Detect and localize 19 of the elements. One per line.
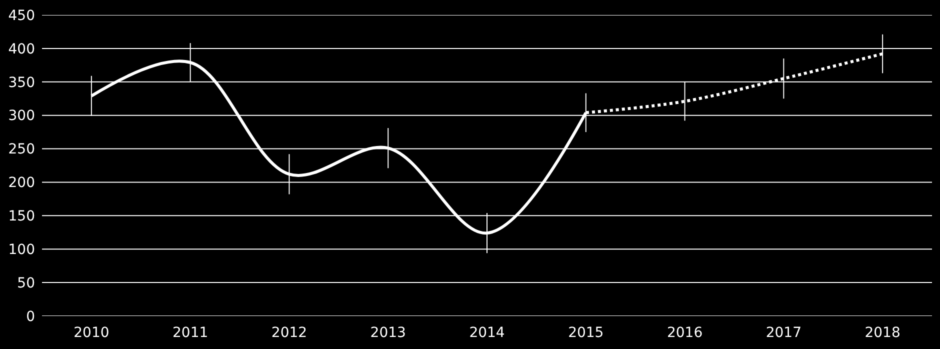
y-tick-label: 350: [8, 74, 35, 91]
x-tick-label: 2017: [766, 325, 802, 341]
y-tick-label: 200: [8, 175, 35, 192]
x-tick-label: 2010: [74, 325, 110, 341]
y-tick-label: 400: [8, 41, 35, 58]
x-tick-label: 2015: [568, 325, 604, 341]
y-tick-label: 450: [8, 8, 35, 24]
y-tick-label: 100: [8, 242, 35, 258]
x-tick-label: 2013: [370, 325, 406, 341]
x-tick-label: 2012: [271, 325, 308, 341]
x-tick-label: 2016: [666, 325, 703, 341]
x-tick-label: 2011: [172, 325, 208, 341]
y-tick-label: 0: [26, 308, 35, 325]
y-tick-label: 250: [8, 142, 35, 158]
y-tick-label: 150: [8, 208, 35, 225]
y-tick-label: 50: [17, 275, 35, 292]
y-tick-label: 300: [8, 108, 35, 124]
x-tick-label: 2018: [864, 325, 900, 341]
x-tick-label: 2014: [469, 325, 505, 341]
